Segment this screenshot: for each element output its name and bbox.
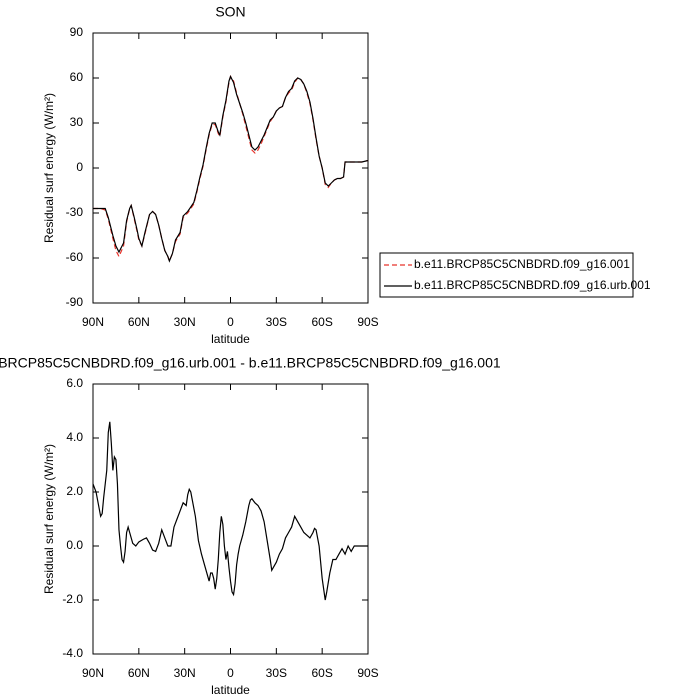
x-tick-label: 60S bbox=[311, 666, 332, 680]
chart-title: b.e11.BRCP85C5CNBDRD.f09_g16.urb.001 - b… bbox=[0, 355, 501, 371]
series-line bbox=[93, 75, 369, 263]
x-tick-label: 60S bbox=[311, 315, 332, 329]
y-tick-label: 0.0 bbox=[66, 538, 83, 552]
x-tick-label: 60N bbox=[128, 666, 150, 680]
y-tick-label: -60 bbox=[66, 250, 84, 264]
x-tick-label: 0 bbox=[227, 666, 234, 680]
x-tick-label: 90S bbox=[357, 666, 378, 680]
y-tick-label: 30 bbox=[70, 115, 84, 129]
plot-frame bbox=[92, 383, 369, 655]
y-tick-label: 90 bbox=[70, 25, 84, 39]
x-tick-label: 90N bbox=[82, 315, 104, 329]
legend-label: b.e11.BRCP85C5CNBDRD.f09_g16.urb.001 bbox=[414, 278, 651, 292]
x-tick-label: 30N bbox=[174, 666, 196, 680]
series-line bbox=[92, 421, 368, 601]
x-tick-label: 30N bbox=[174, 315, 196, 329]
y-tick-label: 6.0 bbox=[66, 376, 83, 390]
legend-box bbox=[379, 252, 634, 298]
x-tick-label: 90S bbox=[357, 315, 378, 329]
y-axis-label: Residual surf energy (W/m²) bbox=[42, 93, 56, 243]
y-tick-label: -90 bbox=[66, 295, 84, 309]
y-tick-label: 2.0 bbox=[66, 484, 83, 498]
chart-title: SON bbox=[215, 4, 245, 20]
y-tick-label: 60 bbox=[70, 70, 84, 84]
x-tick-label: 60N bbox=[128, 315, 150, 329]
x-axis-label: latitude bbox=[211, 683, 250, 697]
y-tick-label: 0 bbox=[76, 160, 83, 174]
legend-label: b.e11.BRCP85C5CNBDRD.f09_g16.001 bbox=[414, 257, 630, 271]
y-tick-label: 4.0 bbox=[66, 430, 83, 444]
y-tick-label: -4.0 bbox=[62, 646, 83, 660]
x-tick-label: 30S bbox=[266, 315, 287, 329]
x-axis-label: latitude bbox=[211, 332, 250, 346]
x-tick-label: 90N bbox=[82, 666, 104, 680]
y-axis-label: Residual surf energy (W/m²) bbox=[42, 444, 56, 594]
plot-frame bbox=[92, 32, 369, 304]
series-line bbox=[93, 74, 369, 263]
y-tick-label: -30 bbox=[66, 205, 84, 219]
x-tick-label: 30S bbox=[266, 666, 287, 680]
x-tick-label: 0 bbox=[227, 315, 234, 329]
y-tick-label: -2.0 bbox=[62, 592, 83, 606]
